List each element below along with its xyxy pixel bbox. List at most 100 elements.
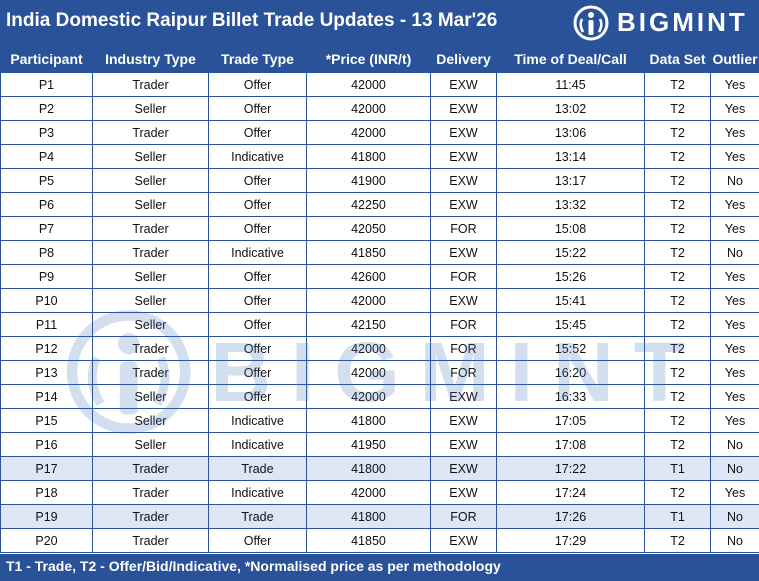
table-cell: 11:45	[496, 72, 645, 97]
table-row: P5 Seller Offer 41900 EXW 13:17 T2 No	[0, 168, 759, 193]
table-cell: Yes	[710, 336, 759, 361]
table-cell: 13:32	[496, 192, 645, 217]
column-header: Data Set	[644, 45, 711, 73]
table-cell: P19	[0, 504, 93, 529]
table-cell: Offer	[208, 528, 307, 553]
table-cell: T2	[644, 168, 711, 193]
table-cell: 42000	[306, 120, 431, 145]
column-header: Participant	[0, 45, 93, 73]
table-cell: FOR	[430, 360, 497, 385]
table-cell: No	[710, 432, 759, 457]
table-cell: FOR	[430, 336, 497, 361]
table-row: P15 Seller Indicative 41800 EXW 17:05 T2 Yes	[0, 408, 759, 433]
table-cell: Trader	[92, 336, 209, 361]
table-cell: T2	[644, 432, 711, 457]
table-cell: 42250	[306, 192, 431, 217]
table-cell: T2	[644, 216, 711, 241]
table-cell: Trade	[208, 456, 307, 481]
column-header: Trade Type	[208, 45, 307, 73]
table-header-row: Participant Industry Type Trade Type *Price…	[0, 45, 759, 73]
column-header: Outlier	[710, 45, 759, 73]
table-cell: Offer	[208, 288, 307, 313]
table-cell: Seller	[92, 264, 209, 289]
table-cell: Yes	[710, 408, 759, 433]
table-cell: Seller	[92, 96, 209, 121]
table-cell: 42050	[306, 216, 431, 241]
table-cell: 15:26	[496, 264, 645, 289]
table-cell: Yes	[710, 264, 759, 289]
table-cell: Yes	[710, 360, 759, 385]
table-body: P1 Trader Offer 42000 EXW 11:45 T2 Yes P2 Seller O…	[0, 72, 759, 553]
table-row: P14 Seller Offer 42000 EXW 16:33 T2 Yes	[0, 384, 759, 409]
table-cell: 41900	[306, 168, 431, 193]
table-cell: 41800	[306, 504, 431, 529]
table-cell: 15:08	[496, 216, 645, 241]
table-cell: EXW	[430, 288, 497, 313]
table-cell: Offer	[208, 336, 307, 361]
table-cell: EXW	[430, 168, 497, 193]
table-cell: Offer	[208, 120, 307, 145]
table-cell: T2	[644, 192, 711, 217]
table-cell: Yes	[710, 384, 759, 409]
table-cell: T2	[644, 336, 711, 361]
table-cell: EXW	[430, 96, 497, 121]
table-cell: P8	[0, 240, 93, 265]
table-cell: 17:08	[496, 432, 645, 457]
table-cell: Trader	[92, 216, 209, 241]
table-cell: Trader	[92, 528, 209, 553]
column-header: Delivery	[430, 45, 497, 73]
table-cell: Trader	[92, 456, 209, 481]
table-cell: EXW	[430, 408, 497, 433]
table-cell: T1	[644, 504, 711, 529]
table-cell: 42000	[306, 384, 431, 409]
table-cell: Trader	[92, 504, 209, 529]
table-row: P2 Seller Offer 42000 EXW 13:02 T2 Yes	[0, 96, 759, 121]
table-cell: Offer	[208, 312, 307, 337]
table-cell: FOR	[430, 216, 497, 241]
table-cell: Seller	[92, 288, 209, 313]
table-cell: EXW	[430, 72, 497, 97]
table-cell: P6	[0, 192, 93, 217]
table-cell: Seller	[92, 432, 209, 457]
table-cell: P15	[0, 408, 93, 433]
table-cell: 17:05	[496, 408, 645, 433]
table-cell: 42000	[306, 72, 431, 97]
table-cell: T2	[644, 96, 711, 121]
table-row: P18 Trader Indicative 42000 EXW 17:24 T2 Yes	[0, 480, 759, 505]
table-cell: Offer	[208, 360, 307, 385]
table-row: P1 Trader Offer 42000 EXW 11:45 T2 Yes	[0, 72, 759, 97]
table-cell: Trader	[92, 240, 209, 265]
table-row: P12 Trader Offer 42000 FOR 15:52 T2 Yes	[0, 336, 759, 361]
table-cell: No	[710, 456, 759, 481]
table-cell: No	[710, 168, 759, 193]
table-cell: EXW	[430, 480, 497, 505]
table-cell: P10	[0, 288, 93, 313]
table-cell: T2	[644, 480, 711, 505]
table-cell: No	[710, 504, 759, 529]
table-cell: 13:14	[496, 144, 645, 169]
table-cell: EXW	[430, 432, 497, 457]
table-cell: Yes	[710, 144, 759, 169]
table-cell: Yes	[710, 312, 759, 337]
table-cell: 41950	[306, 432, 431, 457]
table-cell: EXW	[430, 120, 497, 145]
footer-note: T1 - Trade, T2 - Offer/Bid/Indicative, *…	[6, 558, 501, 574]
table-cell: Yes	[710, 480, 759, 505]
column-header: Time of Deal/Call	[496, 45, 645, 73]
table-cell: 15:45	[496, 312, 645, 337]
table-cell: FOR	[430, 264, 497, 289]
table-row: P8 Trader Indicative 41850 EXW 15:22 T2 No	[0, 240, 759, 265]
table-cell: Offer	[208, 168, 307, 193]
table-cell: 16:33	[496, 384, 645, 409]
table-cell: T2	[644, 312, 711, 337]
table-cell: EXW	[430, 192, 497, 217]
table-cell: P12	[0, 336, 93, 361]
table-cell: No	[710, 240, 759, 265]
bigmint-logo-icon	[573, 5, 609, 40]
table-cell: Trade	[208, 504, 307, 529]
table-cell: Seller	[92, 192, 209, 217]
table-cell: T2	[644, 72, 711, 97]
trade-table: Participant Industry Type Trade Type *Price…	[0, 45, 759, 553]
table-cell: T2	[644, 120, 711, 145]
table-cell: P17	[0, 456, 93, 481]
